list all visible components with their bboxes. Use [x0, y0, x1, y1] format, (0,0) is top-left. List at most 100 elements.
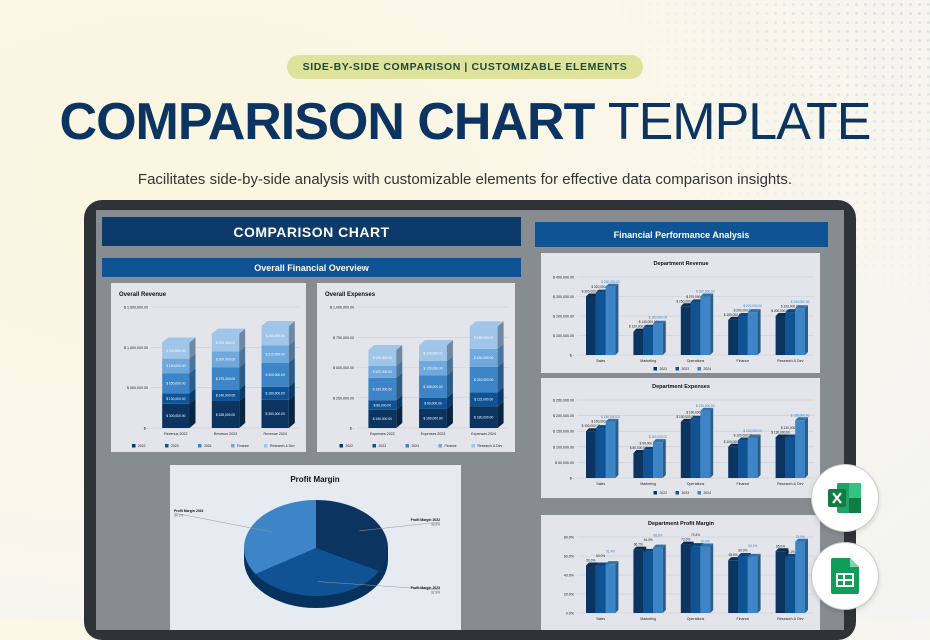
bar-top-face: [680, 541, 694, 545]
chart-title: Department Revenue: [653, 261, 708, 267]
y-tick-label: 20.0%: [564, 593, 575, 597]
y-tick-label: 0.0%: [566, 612, 575, 616]
bar-side-face: [239, 362, 246, 390]
bar-side-face: [615, 418, 619, 478]
legend-swatch: [231, 444, 235, 448]
data-label: 51.4%: [606, 550, 615, 554]
bar-top-face: [728, 557, 742, 561]
overall-revenue-chart[interactable]: Overall Revenue $ - $ 500,000.00 $ 1,000,00…: [111, 283, 306, 452]
bar-top-face: [680, 303, 694, 307]
x-category-label: Marketing: [640, 617, 656, 621]
y-tick-label: $ -: [570, 354, 575, 358]
overall-expenses-chart[interactable]: Overall Expenses $ - $ 250,000.00 $ 500,000…: [317, 283, 515, 452]
stacked-bar-segment: [211, 351, 240, 368]
slice-value: 34.1%: [174, 514, 183, 518]
data-label: $ 160,000.00: [266, 392, 285, 396]
stacked-bar-segment: [261, 399, 289, 428]
bar-side-face: [710, 293, 714, 355]
bar-side-face: [189, 388, 196, 404]
bar-top-face: [211, 328, 246, 334]
y-tick-label: $ 250,000.00: [553, 399, 574, 403]
legend-swatch: [675, 491, 679, 495]
legend-swatch: [697, 367, 701, 371]
bar-top-face: [652, 544, 666, 548]
bar-side-face: [710, 407, 714, 478]
y-tick-label: $ -: [144, 427, 149, 431]
bar: [680, 421, 691, 478]
legend-label: Research & Dev: [478, 444, 503, 448]
data-label: $ 180,000.00: [166, 364, 185, 368]
data-label: 75.0%: [796, 535, 805, 539]
bar: [775, 316, 786, 355]
stacked-bar-segment: [419, 375, 447, 398]
data-label: $ 210,000.00: [474, 378, 493, 382]
bar-top-face: [728, 316, 742, 320]
bar-top-face: [795, 305, 808, 309]
slice-value: 33.0%: [431, 523, 440, 527]
section-header-performance: Financial Performance Analysis: [535, 222, 828, 247]
x-category-label: Research & Dev: [777, 617, 803, 621]
data-label: $ 240,000.00: [266, 334, 285, 338]
data-label: $ 250,000.00: [166, 382, 185, 386]
y-tick-label: $ 1,500,000.00: [124, 306, 148, 310]
bar-top-face: [700, 407, 714, 411]
data-label: $ 160,000.00: [423, 417, 442, 421]
legend-swatch: [339, 444, 343, 448]
data-label: 68.8%: [653, 534, 662, 538]
x-category-label: Sales: [596, 359, 605, 363]
legend-label: Finance: [445, 444, 457, 448]
slice-name: Profit Margin 2022: [411, 518, 441, 522]
department-profit-margin-chart[interactable]: Department Profit Margin 0.0% 20.0% 40.0% 60…: [541, 515, 820, 630]
data-label: $ 120,000.00: [629, 325, 648, 329]
bar-side-face: [446, 355, 453, 376]
legend-label: 2022: [660, 491, 668, 495]
bar: [680, 306, 691, 355]
chart-title: Overall Expenses: [325, 292, 376, 298]
data-label: $ 200,000.00: [166, 349, 185, 353]
data-label: $ 335,000.00: [216, 413, 235, 417]
data-label: $ 120,000.00: [423, 366, 442, 370]
bar: [700, 410, 711, 478]
bar-side-face: [804, 538, 808, 613]
bar-top-face: [643, 324, 656, 328]
stacked-bar-segment: [261, 362, 289, 387]
data-label: $ 185,000.00: [423, 385, 442, 389]
data-label: $ 275,000.00: [216, 377, 235, 381]
department-expenses-chart[interactable]: Department Expenses $ - $ 50,000.00 $ 100,0…: [541, 378, 820, 498]
bar-side-face: [396, 372, 403, 401]
data-label: 59.1%: [748, 544, 757, 548]
data-label: $ 350,000.00: [601, 280, 620, 284]
bar: [595, 292, 606, 355]
department-revenue-chart[interactable]: Department Revenue $ - $ 100,000.00 $ 200,0…: [541, 253, 820, 373]
bar: [747, 556, 758, 613]
bar-top-face: [775, 548, 789, 552]
data-label: $ 120,000.00: [734, 434, 753, 438]
bar: [605, 286, 616, 355]
data-label: $ 240,000.00: [791, 300, 810, 304]
page-subtitle: Facilitates side-by-side analysis with c…: [137, 171, 793, 188]
legend-label: 2022: [660, 367, 668, 371]
bar-top-face: [785, 434, 799, 438]
data-label: 70.0%: [701, 540, 710, 544]
data-label: $ 140,000.00: [216, 394, 235, 398]
bar-side-face: [288, 381, 295, 400]
data-label: $ 115,000.00: [649, 435, 668, 439]
data-label: $ 300,000.00: [696, 290, 715, 294]
data-label: 50.0%: [586, 559, 595, 563]
profit-margin-pie-chart[interactable]: Profit Margin Profit Margin 2022 33.0% Prof…: [170, 465, 461, 630]
bar-top-face: [700, 543, 714, 547]
x-category-label: Operations: [687, 617, 705, 621]
bar-side-face: [497, 387, 504, 407]
bar: [738, 316, 748, 355]
data-label: $ 220,000.00: [216, 341, 235, 345]
bar-top-face: [633, 450, 647, 454]
bar-side-face: [497, 361, 504, 393]
data-label: $ 130,000.00: [781, 426, 800, 430]
x-category-label: Operations: [687, 482, 705, 486]
bar: [747, 437, 758, 478]
bar-top-face: [633, 546, 647, 550]
x-category-label: Revenue 2024: [263, 432, 286, 436]
legend-label: 2024: [704, 491, 712, 495]
y-tick-label: $ 100,000.00: [553, 445, 574, 449]
stacked-bar-segment: [261, 325, 289, 346]
